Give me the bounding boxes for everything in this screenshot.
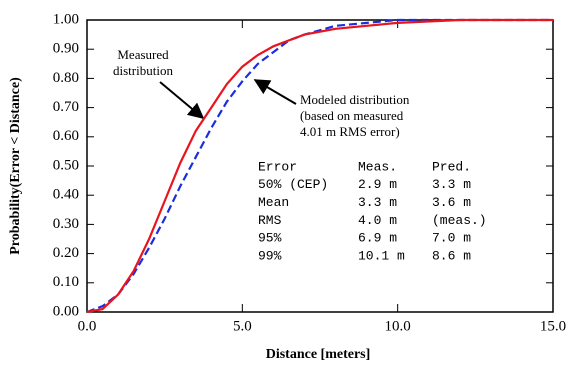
arrow (253, 79, 297, 105)
table-cell: 7.0 m (432, 231, 471, 246)
y-tick-label: 0.30 (53, 216, 79, 232)
y-tick-label: 0.50 (53, 157, 79, 173)
table-cell: 3.3 m (358, 195, 397, 210)
y-tick-label: 0.40 (53, 187, 79, 203)
y-tick-label: 0.90 (53, 41, 79, 57)
table-cell: 3.6 m (432, 195, 471, 210)
x-axis-title: Distance [meters] (266, 347, 371, 362)
table-cell: 8.6 m (432, 248, 471, 263)
table-cell: 99% (258, 248, 282, 263)
y-tick-label: 0.60 (53, 128, 79, 144)
series-line (86, 18, 553, 314)
table-cell: (meas.) (432, 213, 487, 228)
y-tick-label: 0.10 (53, 274, 79, 290)
table-cell: Mean (258, 195, 289, 210)
table-cell: 50% (CEP) (258, 177, 328, 192)
table-cell: 95% (258, 231, 282, 246)
annotation: Measured (117, 47, 169, 62)
table-cell: 10.1 m (358, 248, 405, 263)
table-header: Meas. (358, 159, 397, 174)
arrow (159, 81, 205, 120)
table-header: Pred. (432, 159, 471, 174)
series-line (86, 18, 553, 314)
table-cell: RMS (258, 213, 282, 228)
annotation: distribution (113, 63, 173, 78)
table-cell: 2.9 m (358, 177, 397, 192)
annotation: Modeled distribution (300, 92, 410, 107)
y-tick-label: 0.20 (53, 245, 79, 261)
table-cell: 3.3 m (432, 177, 471, 192)
y-axis-title: Probability(Error < Distance) (8, 77, 23, 255)
y-tick-label: 0.00 (53, 303, 79, 319)
x-tick-label: 0.0 (78, 318, 97, 334)
annotation: (based on measured (300, 108, 404, 123)
y-tick-label: 0.80 (53, 70, 79, 86)
x-tick-label: 10.0 (385, 318, 411, 334)
x-tick-label: 5.0 (233, 318, 252, 334)
y-tick-label: 0.70 (53, 99, 79, 115)
x-tick-label: 15.0 (540, 318, 566, 334)
table-cell: 4.0 m (358, 213, 397, 228)
annotation: 4.01 m RMS error) (300, 124, 400, 139)
table-header: Error (258, 159, 297, 174)
y-tick-label: 1.00 (53, 11, 79, 27)
table-cell: 6.9 m (358, 231, 397, 246)
